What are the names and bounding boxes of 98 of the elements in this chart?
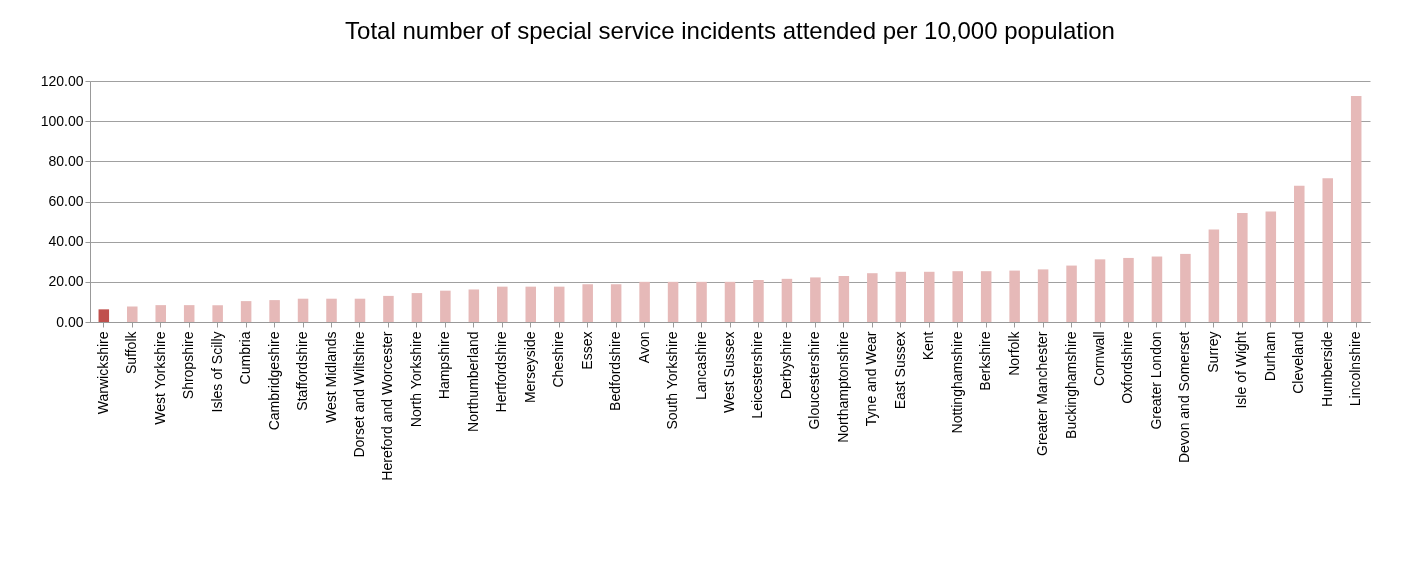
- x-tick-label: Northamptonshire: [834, 331, 851, 443]
- x-tick-label: Hampshire: [436, 331, 453, 400]
- bar: [1009, 270, 1020, 322]
- x-tick-label: Bedfordshire: [607, 331, 624, 411]
- x-tick-label: North Yorkshire: [407, 331, 424, 428]
- bar: [1180, 253, 1191, 322]
- x-tick-label: Durham: [1261, 331, 1278, 382]
- x-tick-label: Nottinghamshire: [948, 331, 965, 434]
- x-tick-label: Gloucestershire: [806, 331, 823, 430]
- x-tick-label: Buckinghamshire: [1062, 331, 1079, 439]
- bar: [1123, 257, 1134, 322]
- x-tick-label: Hertfordshire: [493, 331, 510, 413]
- bar: [980, 271, 992, 322]
- x-tick-label: Shropshire: [180, 331, 197, 400]
- bar: [781, 278, 793, 322]
- x-tick-label: West Midlands: [322, 331, 339, 424]
- bar: [1037, 269, 1049, 322]
- y-tick-label: 80.00: [48, 152, 84, 169]
- y-tick-label: 120.00: [40, 72, 84, 89]
- x-tick-label: Kent: [920, 331, 937, 361]
- bar: [867, 273, 878, 322]
- x-tick-label: Isle of Wight: [1233, 331, 1250, 409]
- y-tick-label: 100.00: [40, 112, 84, 129]
- y-tick-label: 20.00: [48, 273, 84, 290]
- bar: [98, 309, 110, 322]
- x-tick-label: East Sussex: [891, 331, 908, 410]
- x-tick-label: Leicestershire: [749, 331, 766, 419]
- x-tick-label: Staffordshire: [294, 331, 311, 411]
- bar: [1265, 211, 1277, 322]
- x-tick-label: Essex: [578, 331, 595, 370]
- x-tick-label: Surrey: [1204, 331, 1221, 373]
- bar: [639, 281, 650, 322]
- bar: [411, 293, 423, 322]
- x-tick-label: Avon: [635, 331, 652, 364]
- y-tick-label: 40.00: [48, 233, 84, 250]
- chart-title: Total number of special service incidents attended per 10,000 population: [345, 17, 1115, 44]
- y-tick-label: 60.00: [48, 193, 84, 209]
- x-tick-label: South Yorkshire: [664, 331, 681, 430]
- bar: [753, 280, 764, 322]
- x-tick-label: Cambridgeshire: [265, 331, 282, 431]
- bar: [240, 301, 252, 322]
- x-tick-label: West Yorkshire: [151, 331, 168, 425]
- x-tick-label: Greater Manchester: [1034, 331, 1051, 456]
- x-tick-label: Suffolk: [123, 330, 140, 375]
- bar: [1350, 96, 1362, 322]
- bar: [810, 277, 821, 322]
- bar: [525, 286, 537, 322]
- bar: [1237, 212, 1248, 322]
- bar: [1208, 229, 1220, 322]
- bar: [497, 286, 508, 322]
- x-tick-label: Norfolk: [1005, 330, 1022, 376]
- x-tick-label: Cornwall: [1091, 331, 1108, 386]
- y-tick-label: 0.00: [56, 313, 84, 330]
- bar: [1066, 265, 1077, 322]
- x-tick-label: Tyne and Wear: [863, 331, 880, 427]
- bar: [724, 281, 736, 322]
- bar: [183, 305, 195, 322]
- x-tick-label: Humberside: [1318, 331, 1335, 407]
- bar: [354, 298, 366, 322]
- bar: [127, 306, 138, 322]
- x-tick-label: Greater London: [1147, 331, 1164, 430]
- bar: [582, 284, 593, 322]
- bar: [923, 271, 935, 322]
- bar: [440, 290, 451, 322]
- x-tick-label: West Sussex: [721, 331, 737, 413]
- x-tick-label: Lancashire: [692, 331, 709, 400]
- bar: [1151, 256, 1163, 322]
- x-tick-label: Devon and Somerset: [1176, 331, 1193, 464]
- x-tick-label: Northumberland: [464, 331, 481, 432]
- x-tick-label: Dorset and Wiltshire: [350, 331, 367, 458]
- bar: [952, 271, 963, 322]
- x-tick-label: Cheshire: [550, 331, 567, 388]
- x-tick-label: Isles of Scilly: [208, 331, 225, 413]
- bar: [1094, 259, 1106, 322]
- x-tick-label: Derbyshire: [777, 331, 794, 400]
- bar: [468, 289, 480, 322]
- bar: [610, 284, 622, 322]
- x-tick-label: Cleveland: [1290, 331, 1307, 394]
- x-tick-label: Berkshire: [977, 331, 994, 391]
- x-tick-label: Oxfordshire: [1119, 331, 1136, 404]
- x-tick-label: Hereford and Worcester: [379, 331, 396, 481]
- x-tick-label: Cumbria: [237, 331, 254, 385]
- bar: [297, 298, 309, 322]
- bar: [667, 281, 679, 322]
- bar: [383, 295, 394, 322]
- bar: [838, 276, 850, 322]
- bar: [1294, 185, 1305, 322]
- bar: [269, 300, 280, 322]
- bar: [895, 271, 907, 322]
- bar: [155, 305, 166, 322]
- x-tick-label: Warwickshire: [94, 331, 111, 415]
- x-tick-label: Lincolnshire: [1347, 331, 1364, 407]
- bar: [212, 305, 223, 322]
- bar: [553, 286, 565, 322]
- bar: [1322, 178, 1333, 322]
- x-tick-label: Merseyside: [521, 331, 538, 404]
- bar: [326, 298, 337, 322]
- bar: [696, 281, 707, 322]
